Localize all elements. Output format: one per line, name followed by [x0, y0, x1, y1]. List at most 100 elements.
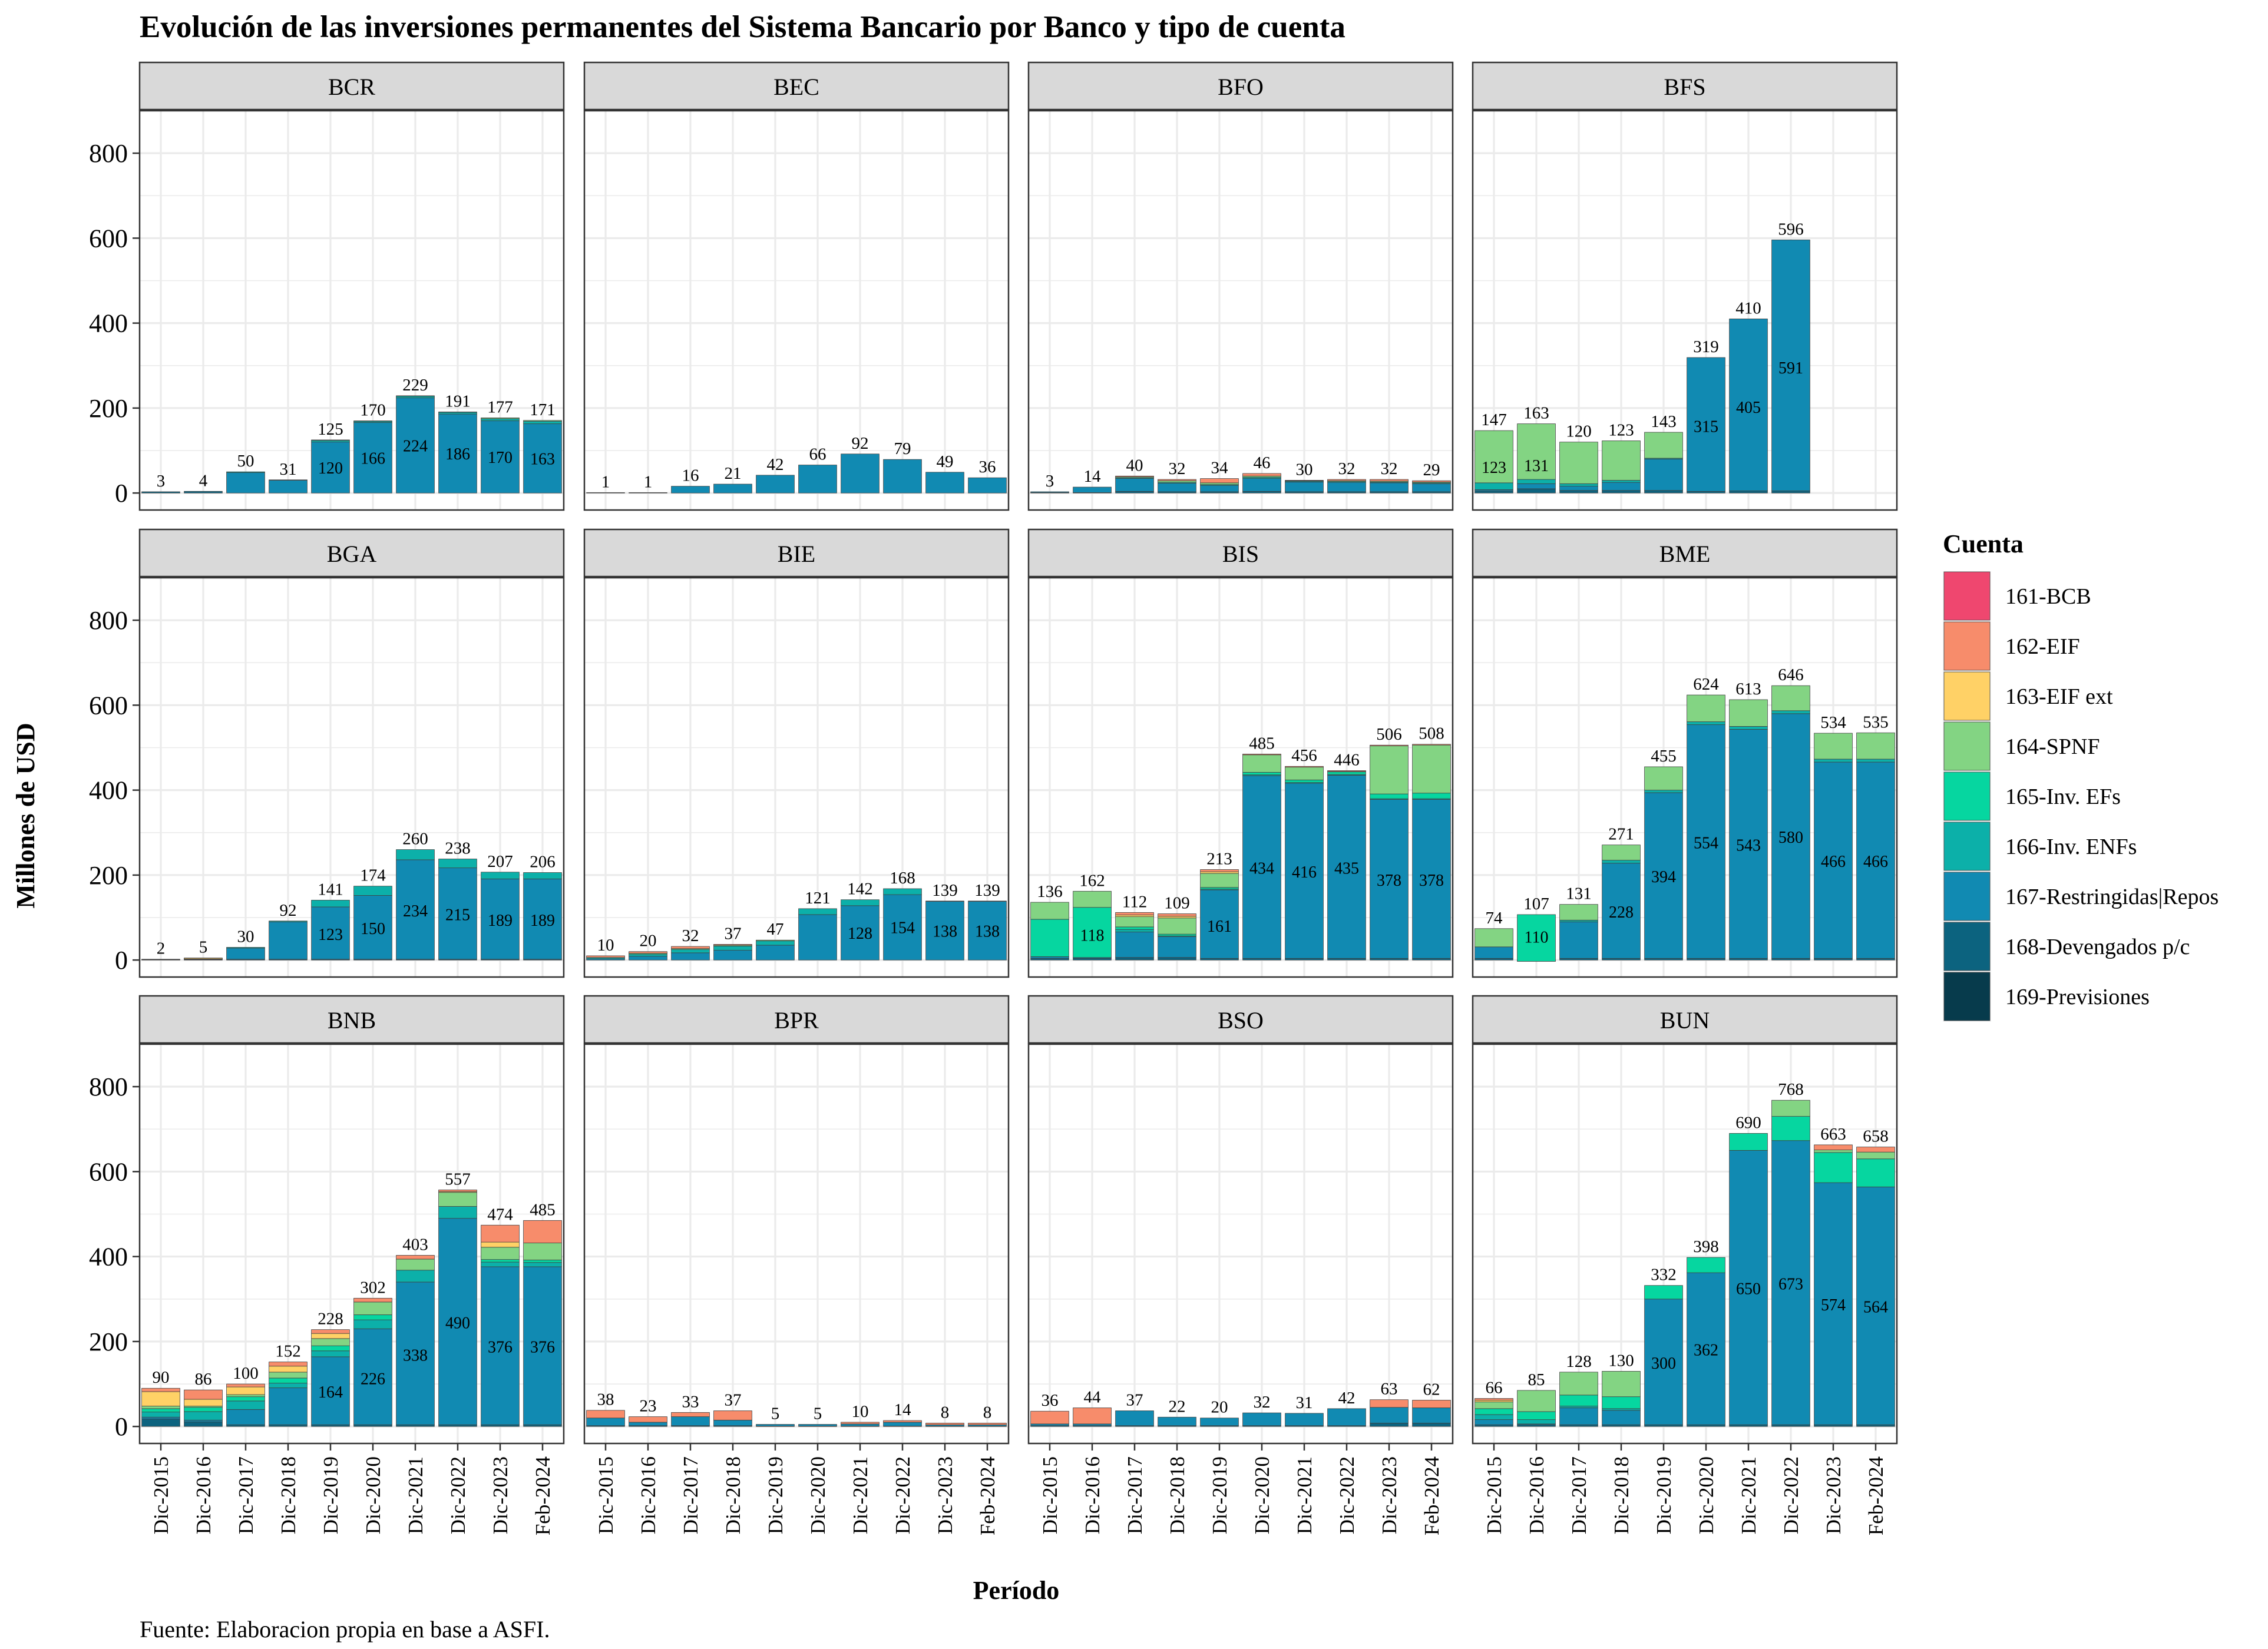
bar-segment-168	[1474, 491, 1513, 494]
bar-segment-168	[1687, 491, 1725, 494]
bar-segment-166	[1602, 860, 1641, 864]
bar-segment-168	[1030, 958, 1069, 961]
bar-segment-162	[1158, 479, 1196, 481]
bar-total-label: 174	[360, 866, 386, 885]
x-tick-label: Dic-2020	[806, 1456, 829, 1534]
bar-segment-167	[1030, 956, 1069, 959]
bar-segment-164	[1644, 432, 1683, 459]
bar-segment-167	[481, 1266, 520, 1425]
bar-segment-162	[1200, 869, 1239, 872]
bar-segment-label: 131	[1524, 457, 1549, 475]
bar-segment-162	[481, 1224, 520, 1243]
bar-segment-166	[481, 418, 520, 421]
x-tick-label: Dic-2022	[1780, 1456, 1803, 1534]
bar-total-label: 206	[530, 853, 556, 872]
bar-segment-162	[353, 1297, 392, 1303]
bar-total-label: 1	[601, 472, 610, 491]
bar-segment-164	[1856, 732, 1895, 760]
x-tick-label: Dic-2017	[1123, 1456, 1146, 1534]
bar-segment-163	[141, 1391, 180, 1406]
bar-total-label: 29	[1423, 461, 1440, 479]
bar-total-label: 658	[1863, 1127, 1889, 1146]
bar-segment-label: 189	[530, 912, 555, 930]
bar-total-label: 5	[771, 1405, 780, 1423]
panel-border	[583, 110, 1010, 511]
legend-label: 165-Inv. EFs	[2005, 784, 2121, 809]
bar-segment-164	[141, 959, 180, 960]
bar-segment-168	[1644, 1424, 1683, 1427]
legend-label: 164-SPNF	[2005, 734, 2100, 759]
bar-segment-167	[396, 1282, 435, 1425]
bar-segment-163	[481, 1241, 520, 1248]
panel-border	[1472, 577, 1898, 978]
bar-total-label: 31	[1296, 1393, 1313, 1412]
bar-segment-162	[713, 944, 752, 946]
bar-segment-164	[1517, 423, 1556, 480]
bar-segment-167	[1729, 729, 1768, 959]
bar-segment-165	[269, 1378, 308, 1383]
bar-segment-166	[438, 412, 477, 415]
bar-segment-166	[184, 1411, 223, 1420]
bar-segment-167	[311, 906, 350, 960]
bar-total-label: 21	[725, 464, 742, 483]
y-tick-label: 200	[89, 394, 128, 423]
bar-segment-167	[1412, 1408, 1451, 1423]
bar-segment-label: 466	[1821, 853, 1846, 871]
bar-segment-167	[1687, 1272, 1725, 1425]
bar-segment-167	[1327, 774, 1366, 959]
bar-segment-167	[353, 1328, 392, 1425]
bar-total-label: 410	[1735, 299, 1761, 317]
bar-total-label: 16	[682, 466, 699, 485]
bar-total-label: 31	[280, 460, 297, 479]
bar-segment-167	[1158, 483, 1196, 492]
bar-segment-162	[586, 1410, 625, 1419]
x-tick-label: Dic-2020	[362, 1456, 385, 1534]
bar-segment-163	[1158, 916, 1196, 919]
bar-segment-label: 435	[1334, 859, 1359, 878]
x-tick-label: Dic-2019	[764, 1456, 787, 1534]
panel-border	[138, 577, 565, 978]
y-tick-label: 0	[115, 1412, 128, 1441]
bar-segment-168	[396, 1424, 435, 1427]
bar-segment-168	[1559, 958, 1598, 961]
bar-segment-164	[438, 1192, 477, 1207]
bar-segment-167	[269, 921, 308, 960]
bar-segment-166	[883, 888, 922, 895]
bar-segment-164	[1559, 904, 1598, 920]
bar-segment-162	[226, 1383, 265, 1388]
bar-segment-168	[1242, 491, 1281, 494]
bar-segment-166	[1474, 1414, 1513, 1420]
bar-segment-168	[353, 1424, 392, 1427]
bar-total-label: 46	[1254, 453, 1271, 472]
bar-total-label: 403	[402, 1235, 428, 1254]
bar-segment-168	[523, 1424, 562, 1427]
bar-total-label: 136	[1037, 882, 1063, 901]
bar-segment-label: 554	[1694, 834, 1718, 852]
bar-total-label: 120	[1566, 422, 1592, 441]
bar-segment-168	[629, 492, 667, 494]
bar-segment-167	[713, 1419, 752, 1426]
bar-total-label: 36	[979, 458, 996, 476]
bar-segment-164	[141, 1406, 180, 1409]
bar-segment-164	[1814, 733, 1853, 760]
bar-segment-165	[1517, 1411, 1556, 1420]
bar-segment-167	[1771, 239, 1810, 491]
bar-total-label: 40	[1126, 456, 1143, 475]
facet-strip-label: BCR	[328, 74, 375, 100]
bar-total-label: 121	[805, 889, 831, 908]
x-tick-label: Dic-2015	[1039, 1456, 1062, 1534]
bar-segment-167	[756, 475, 795, 494]
bar-segment-168	[1771, 491, 1810, 494]
bar-segment-165	[1644, 1285, 1683, 1300]
facet-panel-bie: BIE 10 20 32 37 47 121 142 128 168 154 139 138 139 138	[583, 528, 1010, 978]
bar-segment-167	[1602, 482, 1641, 491]
bar-segment-167	[798, 465, 837, 494]
bar-total-label: 22	[1169, 1397, 1186, 1416]
y-tick-label: 600	[89, 1157, 128, 1186]
bar-total-label: 152	[275, 1342, 301, 1361]
bar-segment-164	[1474, 1401, 1513, 1409]
bar-total-label: 5	[814, 1405, 822, 1423]
bar-segment-167	[629, 956, 667, 961]
bar-segment-164	[1644, 766, 1683, 791]
bar-segment-168	[1474, 1424, 1513, 1427]
